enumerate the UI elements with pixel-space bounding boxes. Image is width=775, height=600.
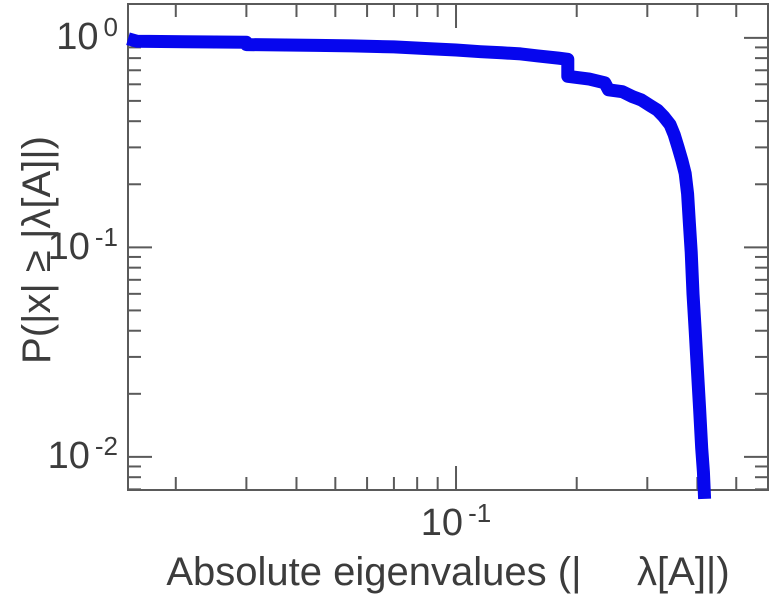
y-tick-exponent: -1 [94,222,118,252]
y-tick-label-0p01: 10 -2 [18,433,118,477]
x-tick-label-0p1: 10 -1 [386,500,526,544]
y-tick-base: 10 [47,226,90,268]
y-tick-label-0p1: 10 -1 [18,224,118,268]
y-tick-base: 10 [56,16,99,58]
y-axis-title: P(|x| ≥ |λ[A]|) [15,136,59,364]
y-tick-exponent: 0 [103,12,118,42]
tick-marks [128,4,769,491]
plot-border [127,3,769,491]
x-axis-title: Absolute eigenvalues (| λ[A]|) [166,550,730,594]
y-tick-label-1: 10 0 [18,14,118,58]
x-tick-base: 10 [420,502,464,544]
y-tick-exponent: -2 [94,431,118,461]
y-tick-base: 10 [47,435,90,477]
ccdf-curve [126,32,712,500]
x-tick-exponent: -1 [468,498,492,528]
